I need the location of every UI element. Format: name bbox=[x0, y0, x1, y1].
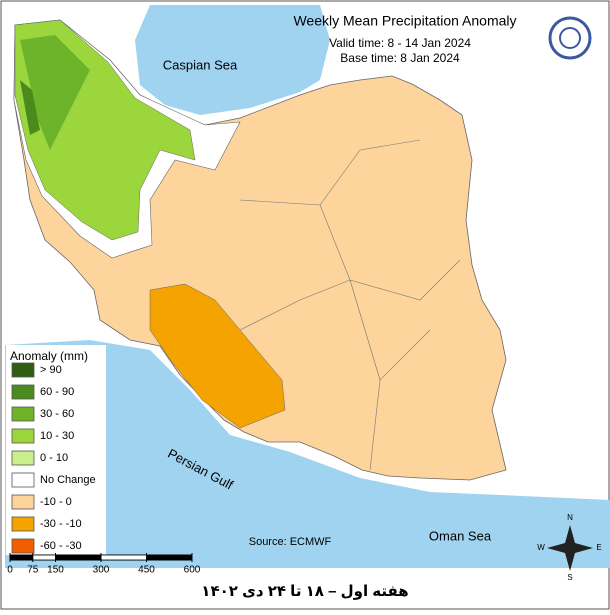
valid-time: Valid time: 8 - 14 Jan 2024 bbox=[329, 36, 471, 50]
compass-n: N bbox=[567, 513, 573, 522]
legend-label: 60 - 90 bbox=[40, 386, 74, 398]
scale-label: 150 bbox=[47, 565, 64, 576]
legend-swatch bbox=[11, 362, 35, 378]
legend-swatch bbox=[11, 450, 35, 466]
base-time: Base time: 8 Jan 2024 bbox=[340, 51, 460, 65]
scale-bar: 0 75 150 300 450 600 bbox=[7, 553, 201, 576]
dry-zone bbox=[149, 283, 286, 429]
scale-label: 0 bbox=[7, 565, 13, 576]
legend-label: 10 - 30 bbox=[40, 430, 74, 442]
legend-swatch bbox=[11, 428, 35, 444]
footer: هفته اول – ۱۸ تا ۲۴ دی ۱۴۰۲ bbox=[201, 583, 408, 600]
scale-label: 75 bbox=[27, 565, 39, 576]
title: Weekly Mean Precipitation Anomaly bbox=[293, 13, 516, 29]
legend-swatch bbox=[11, 472, 35, 488]
legend-swatch bbox=[11, 516, 35, 532]
legend-label: No Change bbox=[40, 474, 96, 486]
logo-inner bbox=[559, 27, 581, 49]
scale-segment bbox=[146, 554, 193, 561]
oman-label: Oman Sea bbox=[429, 528, 492, 543]
source: Source: ECMWF bbox=[249, 536, 332, 548]
caspian-label: Caspian Sea bbox=[163, 57, 238, 72]
province-borders bbox=[239, 139, 461, 471]
compass bbox=[547, 525, 593, 571]
legend: Anomaly (mm) > 90 60 - 90 30 - 60 10 - 30 0 … bbox=[6, 345, 106, 555]
legend-swatch bbox=[11, 538, 35, 554]
scale-segment bbox=[55, 554, 102, 561]
compass-e: E bbox=[596, 543, 601, 552]
legend-swatch bbox=[11, 406, 35, 422]
scale-label: 450 bbox=[138, 565, 155, 576]
scale-segment bbox=[32, 554, 56, 561]
legend-label: -10 - 0 bbox=[40, 496, 72, 508]
scale-segment bbox=[9, 554, 34, 561]
compass-w: W bbox=[537, 543, 545, 552]
scale-label: 600 bbox=[184, 565, 201, 576]
legend-label: -30 - -10 bbox=[40, 518, 82, 530]
legend-label: 30 - 60 bbox=[40, 408, 74, 420]
legend-title: Anomaly (mm) bbox=[10, 349, 88, 363]
legend-label: 0 - 10 bbox=[40, 452, 68, 464]
scale-segment bbox=[100, 554, 147, 561]
legend-label: > 90 bbox=[40, 364, 62, 376]
wet-zone-stronger bbox=[20, 80, 40, 135]
legend-swatch bbox=[11, 494, 35, 510]
gulf-sea bbox=[5, 340, 610, 568]
compass-s: S bbox=[567, 573, 572, 582]
caspian-sea bbox=[135, 5, 330, 115]
legend-label: -60 - -30 bbox=[40, 540, 82, 552]
scale-label: 300 bbox=[93, 565, 110, 576]
wet-zone-strong bbox=[20, 35, 90, 150]
legend-swatch bbox=[11, 384, 35, 400]
logo bbox=[548, 16, 592, 60]
